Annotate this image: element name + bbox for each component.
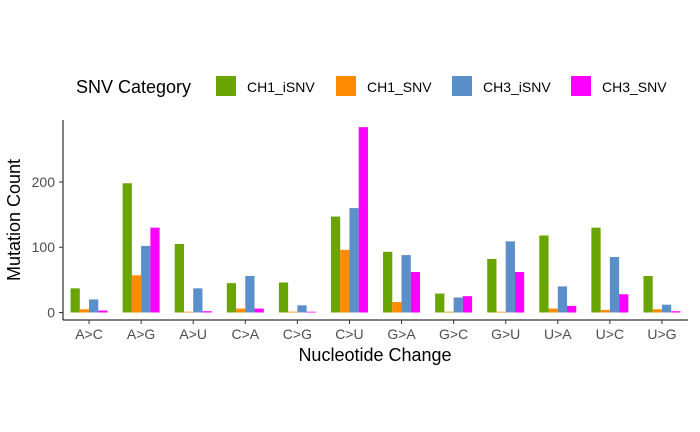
bar-ch3-isnv xyxy=(245,275,255,313)
bar-ch1-snv xyxy=(79,309,90,313)
bar-ch3-snv xyxy=(98,310,108,313)
x-tick-label: G>U xyxy=(491,326,520,342)
legend-swatch xyxy=(452,76,472,96)
legend-label: CH3_iSNV xyxy=(483,79,551,95)
bar-ch3-snv xyxy=(671,311,681,313)
bar-ch1-isnv xyxy=(330,216,341,313)
bar-ch3-isnv xyxy=(401,255,411,313)
legend-swatch xyxy=(336,76,356,96)
bar-ch3-isnv xyxy=(505,241,515,313)
bar-ch1-isnv xyxy=(383,251,393,313)
bar-ch3-snv xyxy=(202,311,212,313)
bar-ch1-snv xyxy=(131,275,142,313)
bar-ch3-isnv xyxy=(661,304,672,313)
bar-ch1-snv xyxy=(340,249,350,313)
bar-ch1-snv xyxy=(183,311,194,313)
bar-ch1-isnv xyxy=(278,282,289,313)
bar-ch1-snv xyxy=(548,308,558,313)
bar-ch1-snv xyxy=(496,311,506,313)
bar-ch1-isnv xyxy=(226,283,237,313)
x-tick-label: A>C xyxy=(75,326,103,342)
bar-ch3-snv xyxy=(462,296,473,313)
bar-ch1-isnv xyxy=(539,235,549,313)
y-tick-label: 0 xyxy=(47,305,55,321)
bar-ch3-isnv xyxy=(297,305,307,313)
bar-ch3-snv xyxy=(619,294,629,313)
x-tick-label: U>G xyxy=(647,326,676,342)
bar-ch1-isnv xyxy=(643,275,653,313)
x-tick-label: C>U xyxy=(335,326,363,342)
legend-label: CH1_SNV xyxy=(367,79,432,95)
bar-ch3-snv xyxy=(254,308,264,313)
bar-ch3-snv xyxy=(514,272,525,313)
bar-ch3-snv xyxy=(410,272,421,313)
bar-ch3-snv xyxy=(567,305,577,313)
y-tick-label: 100 xyxy=(32,239,56,255)
bar-ch1-isnv xyxy=(591,227,601,313)
legend: SNV Category CH1_iSNV CH1_SNV CH3_iSNV CH3_… xyxy=(76,76,667,97)
x-tick-label: G>C xyxy=(439,326,468,342)
bar-ch1-snv xyxy=(392,302,402,313)
bar-ch3-snv xyxy=(306,311,316,313)
x-tick-label: A>U xyxy=(179,326,207,342)
bar-ch1-snv xyxy=(236,308,246,313)
legend-title: SNV Category xyxy=(76,77,191,97)
x-tick-label: C>G xyxy=(283,326,312,342)
x-tick-label: G>A xyxy=(387,326,416,342)
x-tick-label: U>A xyxy=(544,326,572,342)
x-tick-label: C>A xyxy=(231,326,259,342)
bar-ch3-isnv xyxy=(557,286,568,313)
bar-ch1-isnv xyxy=(70,288,80,313)
bar-ch3-snv xyxy=(358,127,368,313)
legend-swatch xyxy=(216,76,236,96)
bar-ch1-snv xyxy=(288,311,298,313)
bar-ch3-snv xyxy=(150,227,160,313)
bar-ch1-isnv xyxy=(122,183,132,313)
x-tick-label: A>G xyxy=(127,326,155,342)
bar-ch3-isnv xyxy=(141,245,151,313)
x-axis-title: Nucleotide Change xyxy=(298,345,451,365)
bar-ch3-isnv xyxy=(89,299,99,313)
bar-ch1-isnv xyxy=(435,293,445,313)
bar-ch1-snv xyxy=(652,309,662,313)
bar-ch3-isnv xyxy=(349,208,359,313)
bar-ch1-isnv xyxy=(487,258,497,313)
bar-ch3-isnv xyxy=(193,288,203,313)
bar-ch1-snv xyxy=(444,311,454,313)
x-tick-label: U>C xyxy=(596,326,624,342)
legend-swatch xyxy=(571,76,591,96)
bar-ch1-isnv xyxy=(174,243,184,313)
bar-ch1-snv xyxy=(600,309,610,313)
bar-ch3-isnv xyxy=(453,297,463,313)
bar-ch3-isnv xyxy=(609,257,620,313)
bars xyxy=(70,127,681,313)
legend-label: CH3_SNV xyxy=(602,79,667,95)
axes: 0 100 200 A>C A>G A>U C>A C>G C>U G>A G>C G>U U>A U>… xyxy=(32,120,688,342)
y-tick-label: 200 xyxy=(32,174,56,190)
y-axis-title: Mutation Count xyxy=(4,159,24,281)
legend-label: CH1_iSNV xyxy=(247,79,315,95)
